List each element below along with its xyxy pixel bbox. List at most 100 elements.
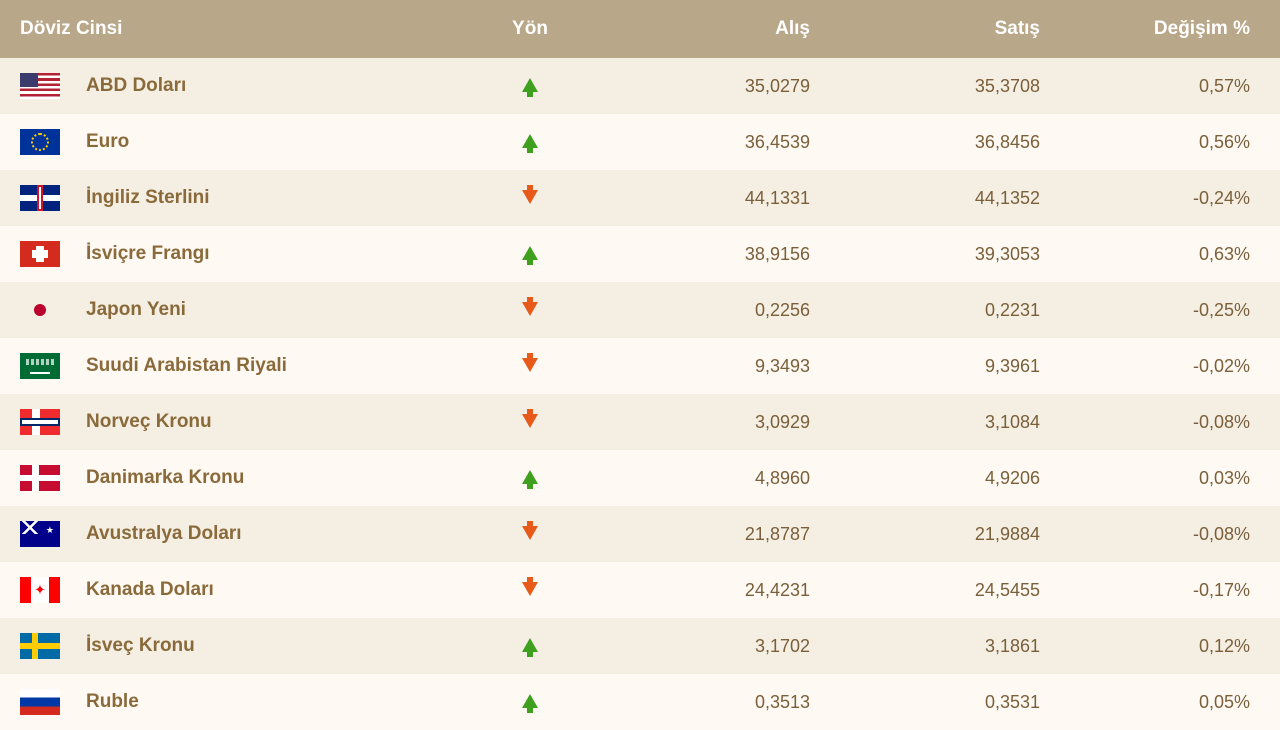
change-percent: -0,08% <box>1060 394 1280 450</box>
col-header-buy[interactable]: Alış <box>600 0 830 58</box>
arrow-up-icon <box>522 78 538 92</box>
table-row[interactable]: Avustralya Doları 21,878721,9884-0,08% <box>0 506 1280 562</box>
change-percent: -0,17% <box>1060 562 1280 618</box>
arrow-up-icon <box>522 638 538 652</box>
col-header-direction[interactable]: Yön <box>460 0 600 58</box>
currency-name-label: Japon Yeni <box>86 299 186 321</box>
sa-flag-icon <box>20 353 60 379</box>
currency-name-label: Ruble <box>86 691 139 713</box>
currency-name-cell[interactable]: ABD Doları <box>0 58 460 114</box>
table-body: ABD Doları35,027935,37080,57%Euro36,4539… <box>0 58 1280 730</box>
direction-cell <box>460 114 600 170</box>
table-row[interactable]: İsveç Kronu3,17023,18610,12% <box>0 618 1280 674</box>
sell-price: 36,8456 <box>830 114 1060 170</box>
se-flag-icon <box>20 633 60 659</box>
arrow-up-icon <box>522 134 538 148</box>
buy-price: 3,1702 <box>600 618 830 674</box>
col-header-change[interactable]: Değişim % <box>1060 0 1280 58</box>
direction-cell <box>460 674 600 730</box>
buy-price: 36,4539 <box>600 114 830 170</box>
currency-name-label: Norveç Kronu <box>86 411 212 433</box>
table-row[interactable]: İsviçre Frangı38,915639,30530,63% <box>0 226 1280 282</box>
currency-name-label: Suudi Arabistan Riyali <box>86 355 287 377</box>
sell-price: 3,1084 <box>830 394 1060 450</box>
currency-name-cell[interactable]: Suudi Arabistan Riyali <box>0 338 460 394</box>
change-percent: -0,08% <box>1060 506 1280 562</box>
currency-name-cell[interactable]: Avustralya Doları <box>0 506 460 562</box>
buy-price: 44,1331 <box>600 170 830 226</box>
direction-cell <box>460 338 600 394</box>
currency-name-cell[interactable]: İngiliz Sterlini <box>0 170 460 226</box>
currency-name-cell[interactable]: Danimarka Kronu <box>0 450 460 506</box>
arrow-down-icon <box>522 414 538 428</box>
sell-price: 44,1352 <box>830 170 1060 226</box>
direction-cell <box>460 618 600 674</box>
sell-price: 0,3531 <box>830 674 1060 730</box>
buy-price: 3,0929 <box>600 394 830 450</box>
buy-price: 35,0279 <box>600 58 830 114</box>
direction-cell <box>460 562 600 618</box>
currency-name-label: İngiliz Sterlini <box>86 187 210 209</box>
arrow-down-icon <box>522 526 538 540</box>
table-row[interactable]: Danimarka Kronu 4,89604,92060,03% <box>0 450 1280 506</box>
buy-price: 4,8960 <box>600 450 830 506</box>
ru-flag-icon <box>20 689 60 715</box>
col-header-name[interactable]: Döviz Cinsi <box>0 0 460 58</box>
dk-flag-icon <box>20 465 60 491</box>
arrow-up-icon <box>522 246 538 260</box>
table-row[interactable]: Euro 36,453936,84560,56% <box>0 114 1280 170</box>
currency-name-cell[interactable]: Ruble <box>0 674 460 730</box>
arrow-down-icon <box>522 302 538 316</box>
currency-name-cell[interactable]: Norveç Kronu <box>0 394 460 450</box>
change-percent: 0,05% <box>1060 674 1280 730</box>
currency-name-cell[interactable]: Euro <box>0 114 460 170</box>
arrow-down-icon <box>522 582 538 596</box>
currency-name-label: İsviçre Frangı <box>86 243 210 265</box>
ch-flag-icon <box>20 241 60 267</box>
change-percent: -0,24% <box>1060 170 1280 226</box>
table-header-row: Döviz Cinsi Yön Alış Satış Değişim % <box>0 0 1280 58</box>
table-row[interactable]: ABD Doları35,027935,37080,57% <box>0 58 1280 114</box>
direction-cell <box>460 226 600 282</box>
currency-name-label: ABD Doları <box>86 75 186 97</box>
table-row[interactable]: Norveç Kronu 3,09293,1084-0,08% <box>0 394 1280 450</box>
direction-cell <box>460 450 600 506</box>
buy-price: 0,3513 <box>600 674 830 730</box>
col-header-sell[interactable]: Satış <box>830 0 1060 58</box>
currency-name-cell[interactable]: Japon Yeni <box>0 282 460 338</box>
direction-cell <box>460 394 600 450</box>
direction-cell <box>460 506 600 562</box>
arrow-up-icon <box>522 470 538 484</box>
change-percent: 0,03% <box>1060 450 1280 506</box>
sell-price: 24,5455 <box>830 562 1060 618</box>
table-row[interactable]: Ruble 0,35130,35310,05% <box>0 674 1280 730</box>
currency-name-cell[interactable]: İsveç Kronu <box>0 618 460 674</box>
sell-price: 4,9206 <box>830 450 1060 506</box>
currency-name-cell[interactable]: İsviçre Frangı <box>0 226 460 282</box>
currency-name-cell[interactable]: Kanada Doları <box>0 562 460 618</box>
table-row[interactable]: Japon Yeni0,22560,2231-0,25% <box>0 282 1280 338</box>
eu-flag-icon <box>20 129 60 155</box>
sell-price: 21,9884 <box>830 506 1060 562</box>
currency-table: Döviz Cinsi Yön Alış Satış Değişim % ABD… <box>0 0 1280 730</box>
table-row[interactable]: Suudi Arabistan Riyali9,34939,3961-0,02% <box>0 338 1280 394</box>
table-row[interactable]: Kanada Doları 24,423124,5455-0,17% <box>0 562 1280 618</box>
change-percent: 0,63% <box>1060 226 1280 282</box>
table-row[interactable]: İngiliz Sterlini 44,133144,1352-0,24% <box>0 170 1280 226</box>
buy-price: 0,2256 <box>600 282 830 338</box>
arrow-down-icon <box>522 358 538 372</box>
direction-cell <box>460 282 600 338</box>
sell-price: 35,3708 <box>830 58 1060 114</box>
no-flag-icon <box>20 409 60 435</box>
arrow-up-icon <box>522 694 538 708</box>
currency-name-label: İsveç Kronu <box>86 635 195 657</box>
change-percent: 0,56% <box>1060 114 1280 170</box>
currency-name-label: Danimarka Kronu <box>86 467 244 489</box>
sell-price: 39,3053 <box>830 226 1060 282</box>
currency-name-label: Kanada Doları <box>86 579 214 601</box>
currency-name-label: Avustralya Doları <box>86 523 242 545</box>
sell-price: 3,1861 <box>830 618 1060 674</box>
arrow-down-icon <box>522 190 538 204</box>
buy-price: 24,4231 <box>600 562 830 618</box>
buy-price: 21,8787 <box>600 506 830 562</box>
